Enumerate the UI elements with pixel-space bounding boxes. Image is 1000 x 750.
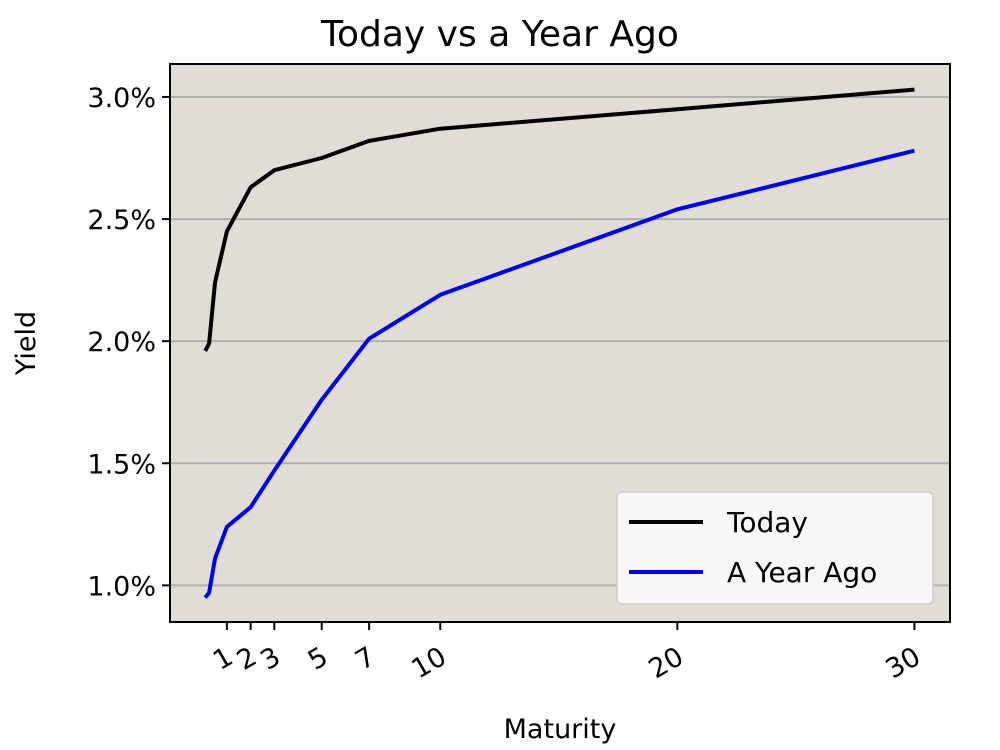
y-tick-label: 2.5% xyxy=(87,205,156,236)
legend-label: Today xyxy=(726,506,808,539)
x-axis-title: Maturity xyxy=(504,714,617,745)
x-tick-label: 30 xyxy=(881,641,926,685)
y-axis-title: Yield xyxy=(11,311,42,376)
series-lines xyxy=(203,87,915,599)
series-line xyxy=(203,87,915,352)
y-tick-label: 1.5% xyxy=(87,449,156,480)
x-tick-label: 7 xyxy=(350,641,380,676)
plot-frame xyxy=(169,63,951,623)
y-tick-label: 2.0% xyxy=(87,327,156,358)
x-tick-label: 2 xyxy=(232,641,262,676)
x-tick-label: 5 xyxy=(303,641,333,676)
legend-label: A Year Ago xyxy=(727,556,877,589)
x-tick-label: 3 xyxy=(255,641,285,676)
y-axis: 1.0% 1.5% 2.0% 2.5% 3.0% xyxy=(87,83,170,602)
legend: Today A Year Ago xyxy=(616,491,934,605)
y-tick-label: 3.0% xyxy=(87,83,156,114)
x-tick-label: 1 xyxy=(208,641,238,676)
series-line xyxy=(203,148,915,599)
y-tick-label: 1.0% xyxy=(87,571,156,602)
chart-title: Today vs a Year Ago xyxy=(320,14,679,55)
x-axis: 123 5 7 10 20 30 xyxy=(208,622,926,685)
x-tick-label: 10 xyxy=(407,641,452,685)
x-tick-label: 20 xyxy=(644,641,689,685)
